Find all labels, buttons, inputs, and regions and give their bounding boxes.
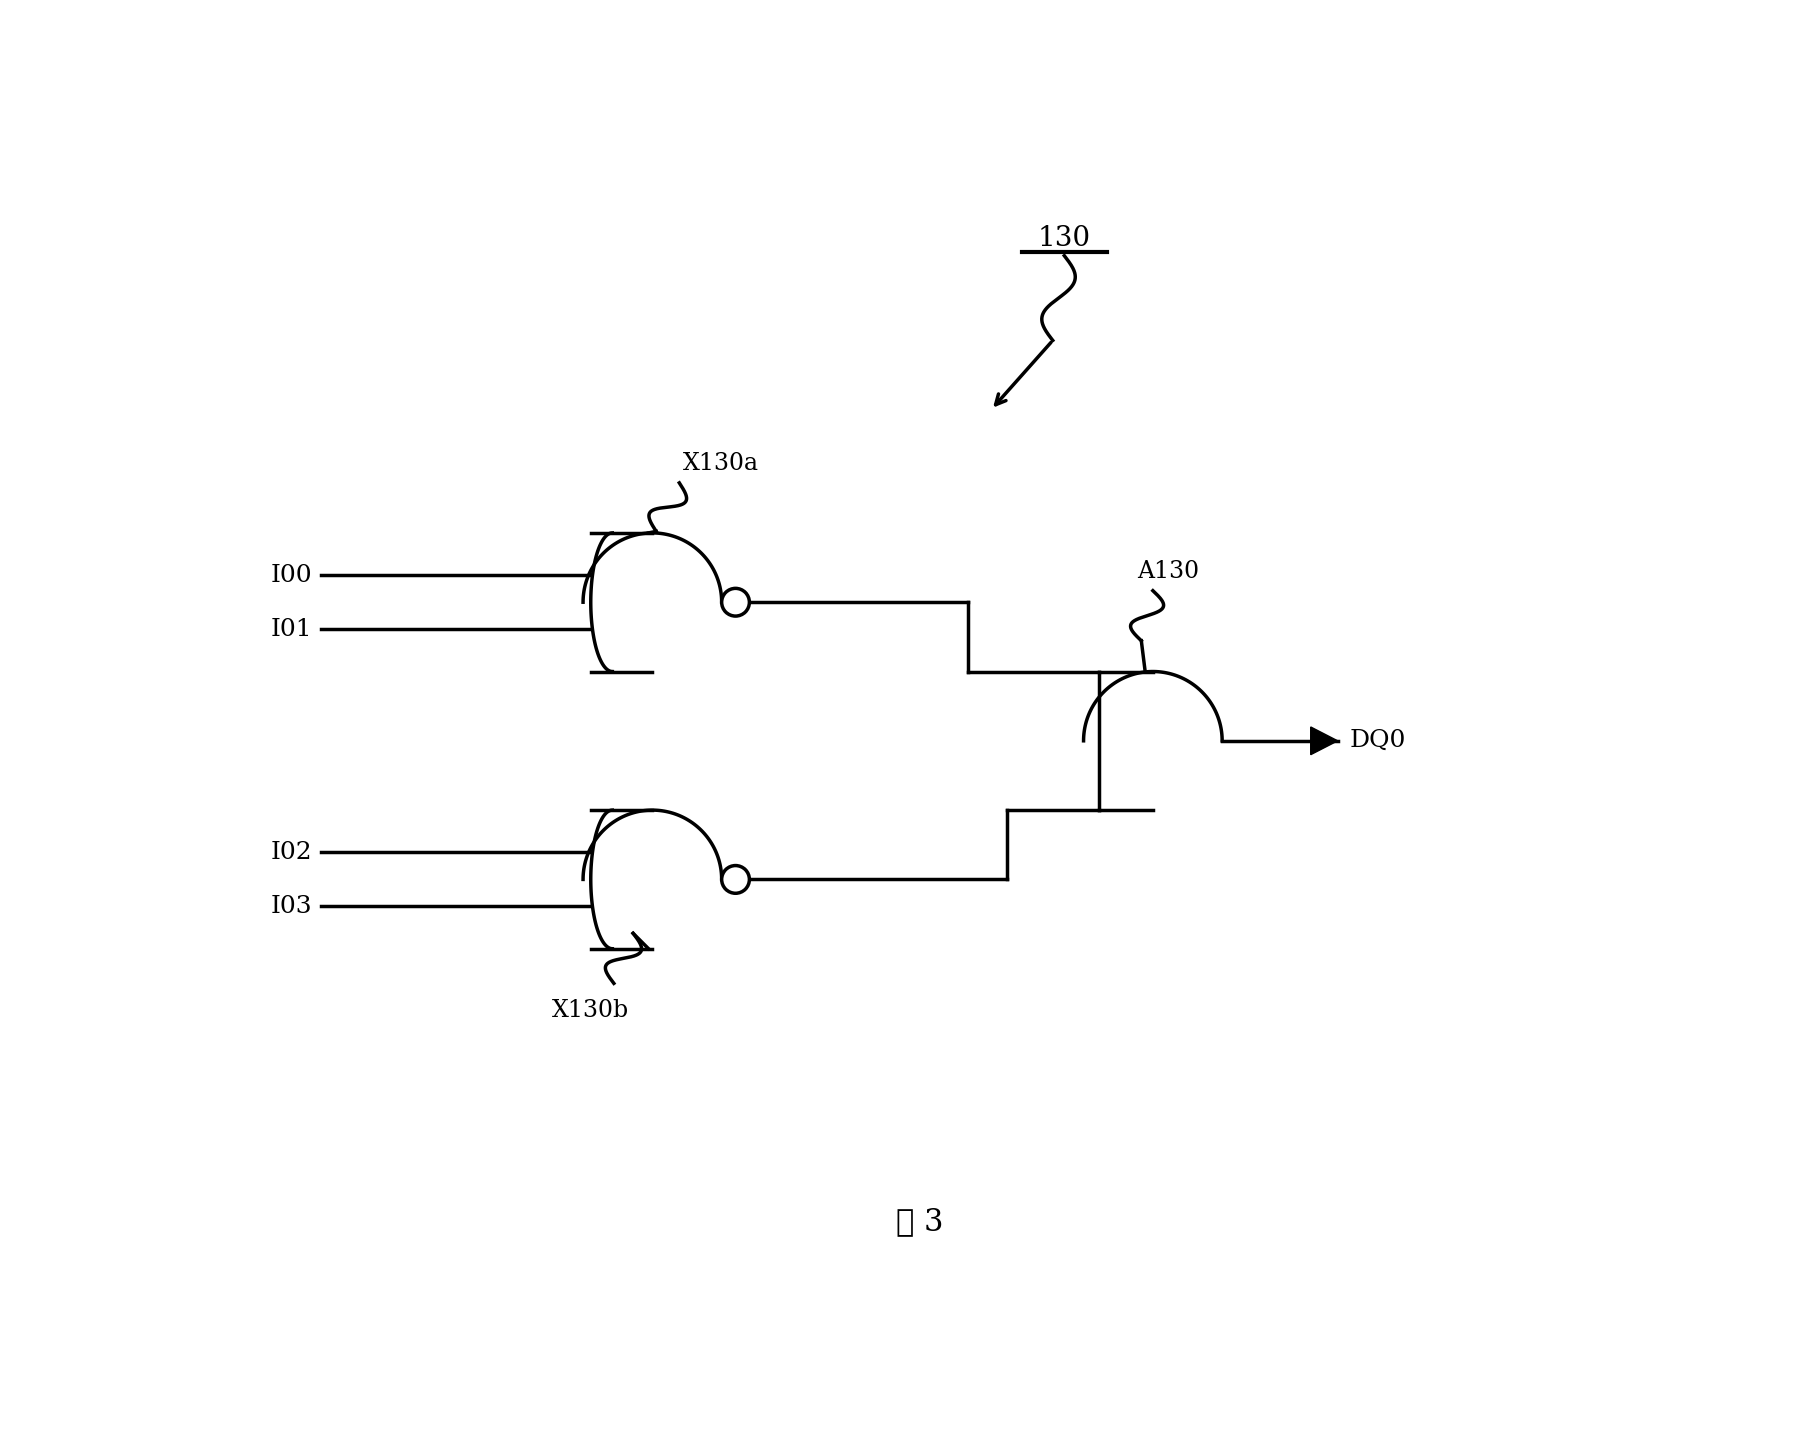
- Circle shape: [722, 866, 749, 893]
- Circle shape: [722, 588, 749, 615]
- Text: DQ0: DQ0: [1350, 729, 1405, 752]
- Text: X130b: X130b: [553, 999, 630, 1022]
- Text: I01: I01: [271, 618, 312, 641]
- Text: A130: A130: [1138, 559, 1199, 582]
- Text: X130a: X130a: [684, 452, 759, 475]
- Text: 图 3: 图 3: [896, 1206, 944, 1238]
- Text: I03: I03: [271, 894, 312, 917]
- Text: I02: I02: [271, 841, 312, 864]
- Polygon shape: [1310, 728, 1337, 755]
- Text: 130: 130: [1038, 224, 1091, 252]
- Text: I00: I00: [271, 564, 312, 587]
